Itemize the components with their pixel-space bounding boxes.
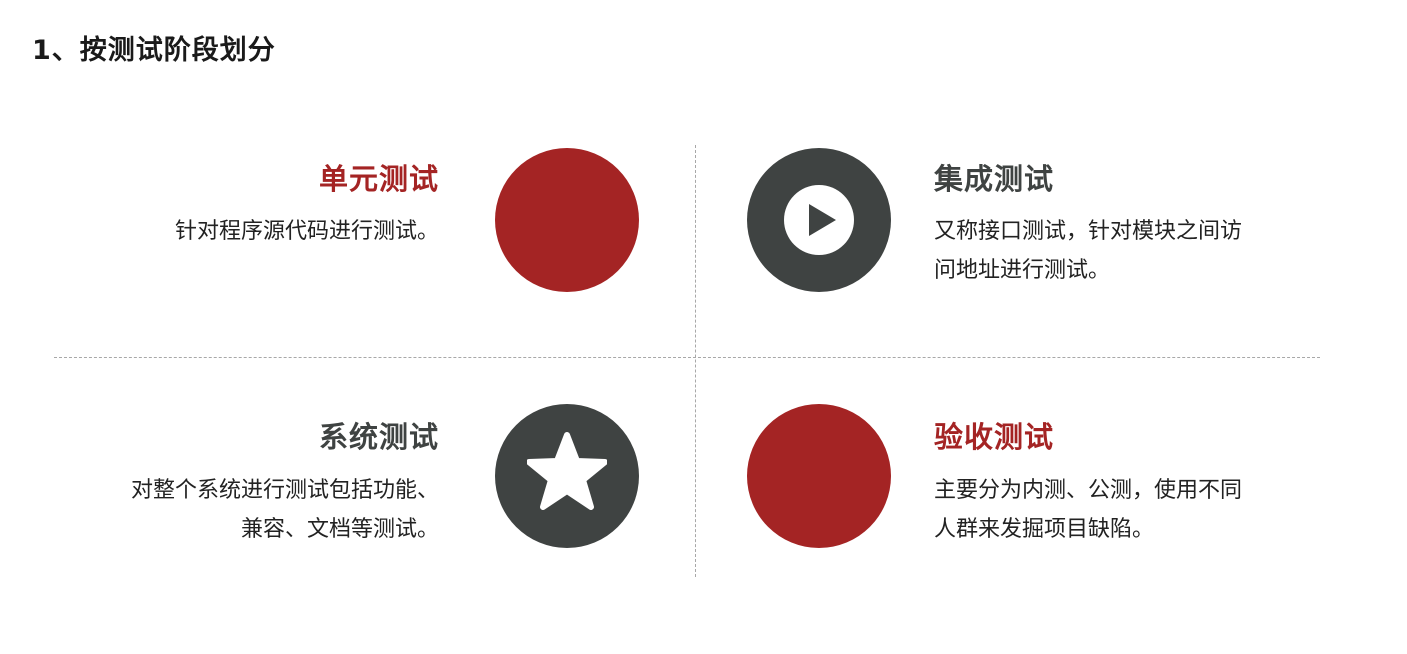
play-icon bbox=[784, 185, 854, 255]
acceptance-test-desc-line: 人群来发掘项目缺陷。 bbox=[934, 517, 1155, 542]
vertical-divider bbox=[695, 145, 696, 577]
unit-test-circle bbox=[495, 148, 639, 292]
integration-test-description: 又称接口测试，针对模块之间访 问地址进行测试。 bbox=[934, 212, 1242, 290]
play-triangle bbox=[809, 204, 836, 236]
acceptance-test-title: 验收测试 bbox=[934, 420, 1055, 454]
system-test-circle bbox=[495, 404, 639, 548]
star-icon bbox=[527, 432, 607, 510]
system-test-title: 系统测试 bbox=[318, 420, 439, 454]
acceptance-test-description: 主要分为内测、公测，使用不同 人群来发掘项目缺陷。 bbox=[934, 471, 1242, 549]
unit-test-description: 针对程序源代码进行测试。 bbox=[175, 212, 439, 251]
horizontal-divider bbox=[54, 357, 1320, 358]
unit-test-desc-line: 针对程序源代码进行测试。 bbox=[174, 219, 439, 244]
system-test-desc-line: 兼容、文档等测试。 bbox=[240, 517, 439, 542]
integration-test-title: 集成测试 bbox=[934, 162, 1055, 196]
system-test-desc-line: 对整个系统进行测试包括功能、 bbox=[130, 478, 439, 503]
integration-test-circle bbox=[747, 148, 891, 292]
acceptance-test-circle bbox=[747, 404, 891, 548]
acceptance-test-desc-line: 主要分为内测、公测，使用不同 bbox=[934, 478, 1243, 503]
system-test-description: 对整个系统进行测试包括功能、 兼容、文档等测试。 bbox=[131, 471, 439, 549]
integration-test-desc-line: 又称接口测试，针对模块之间访 bbox=[934, 219, 1243, 244]
integration-test-desc-line: 问地址进行测试。 bbox=[934, 258, 1111, 283]
page-title: 1、按测试阶段划分 bbox=[32, 35, 276, 66]
unit-test-title: 单元测试 bbox=[318, 162, 439, 196]
